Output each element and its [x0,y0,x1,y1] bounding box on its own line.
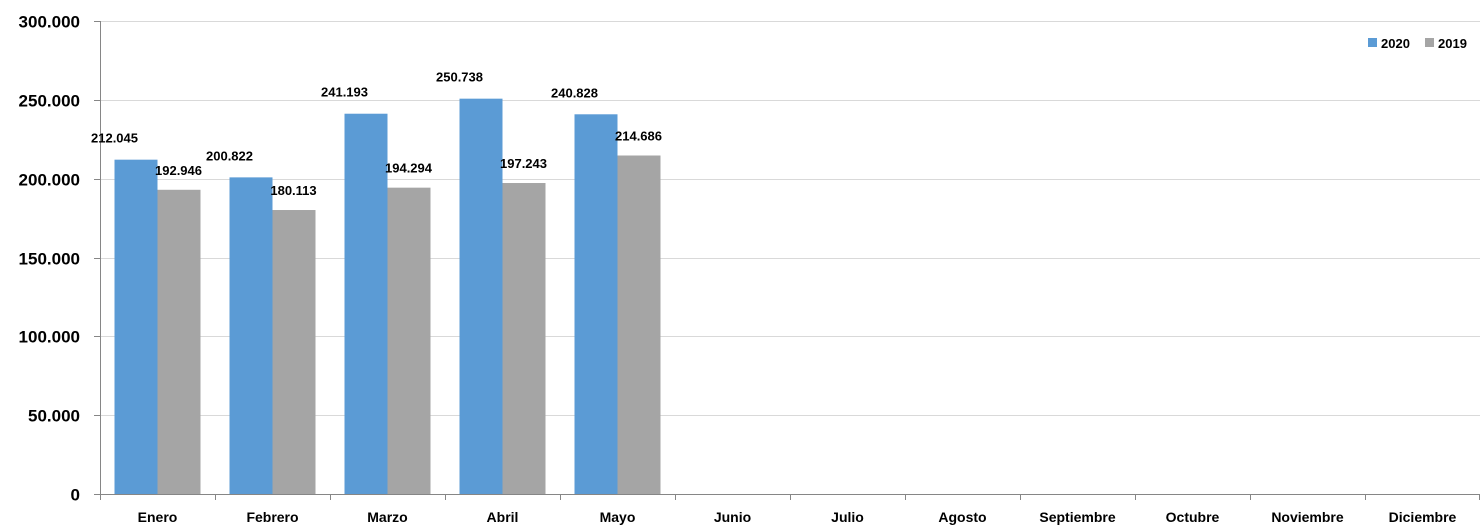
x-tick-label: Enero [138,509,178,525]
bar-2020-febrero [229,177,273,494]
x-tick-label: Octubre [1166,509,1220,525]
x-tick-label: Febrero [246,509,298,525]
data-label: 197.243 [500,156,547,171]
data-label: 192.946 [155,163,202,178]
y-tick-label: 150.000 [19,250,80,269]
legend-label: 2019 [1438,36,1467,51]
bars [114,98,661,495]
x-tick-label: Noviembre [1271,509,1344,525]
x-tick-label: Mayo [600,509,636,525]
bar-2019-enero [157,189,201,495]
data-label: 194.294 [385,161,433,176]
x-tick-label: Diciembre [1389,509,1457,525]
bar-2019-abril [502,183,546,494]
y-tick-label: 100.000 [19,328,80,347]
y-tick-label: 0 [71,486,80,505]
data-label: 180.113 [270,183,316,198]
y-tick-label: 200.000 [19,171,80,190]
legend-swatch [1425,38,1434,47]
x-tick-label: Agosto [938,509,986,525]
axes: 0 50.000 100.000 150.000 200.000 250.000 300.0… [19,13,1480,525]
x-tick-label: Marzo [367,509,407,525]
x-tick-label: Septiembre [1039,509,1115,525]
bar-2020-abril [459,98,503,495]
data-label: 212.045 [91,131,138,146]
bar-2020-mayo [574,114,618,494]
y-tick-label: 50.000 [28,407,80,426]
data-label: 241.193 [321,85,368,100]
data-label: 200.822 [206,148,253,163]
data-label: 214.686 [615,129,662,144]
bar-2019-marzo [387,187,431,494]
bar-2019-mayo [617,155,661,495]
data-label: 250.738 [436,70,483,85]
bar-2020-enero [114,159,158,494]
gridlines [100,21,1480,416]
x-tick-label: Junio [714,509,751,525]
legend-swatch [1368,38,1377,47]
x-tick-label: Abril [487,509,519,525]
data-labels: 212.045 200.822 241.193 250.738 240.828 192.9… [91,70,662,198]
y-tick-label: 250.000 [19,92,80,111]
legend: 2020 2019 [1368,36,1467,51]
data-label: 240.828 [551,85,598,100]
legend-label: 2020 [1381,36,1410,51]
x-tick-label: Julio [831,509,864,525]
bar-2020-marzo [344,113,388,494]
y-tick-label: 300.000 [19,13,80,32]
bar-2019-febrero [272,210,316,494]
